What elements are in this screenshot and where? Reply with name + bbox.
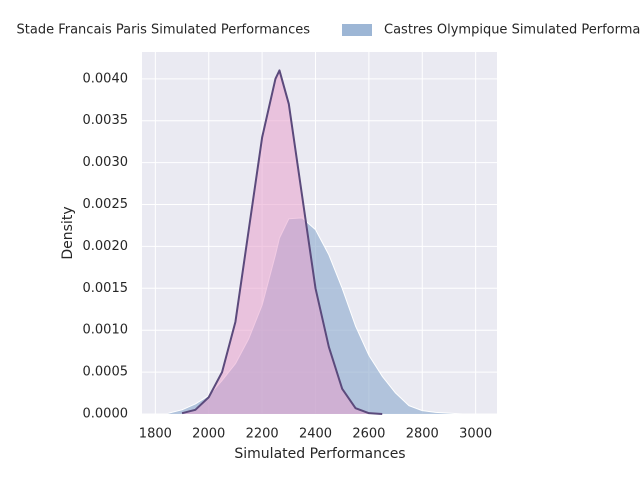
y-tick-label: 0.0030 xyxy=(83,155,129,170)
density-area xyxy=(182,70,383,415)
density-line xyxy=(181,69,383,415)
x-tick-label: 2800 xyxy=(406,427,439,442)
x-tick-label: 2400 xyxy=(299,427,332,442)
y-axis-title: Density xyxy=(60,206,76,259)
x-tick-label: 2200 xyxy=(246,427,279,442)
y-tick-label: 0.0000 xyxy=(83,407,129,422)
x-tick-label: 2000 xyxy=(192,427,225,442)
x-axis-title: Simulated Performances xyxy=(234,446,405,462)
legend-label: Stade Francais Paris Simulated Performan… xyxy=(17,23,311,38)
y-tick-label: 0.0025 xyxy=(83,197,129,212)
y-tick-label: 0.0020 xyxy=(83,239,129,254)
x-tick-label: 2600 xyxy=(352,427,385,442)
legend-swatch xyxy=(342,24,372,36)
y-tick-label: 0.0015 xyxy=(83,281,129,296)
y-tick-label: 0.0010 xyxy=(83,323,129,338)
y-tick-label: 0.0040 xyxy=(83,71,129,86)
legend-label: Castres Olympique Simulated Performances xyxy=(384,23,640,38)
x-tick-label: 3000 xyxy=(459,427,492,442)
y-tick-label: 0.0005 xyxy=(83,365,129,380)
y-tick-label: 0.0035 xyxy=(83,113,129,128)
x-tick-label: 1800 xyxy=(139,427,172,442)
